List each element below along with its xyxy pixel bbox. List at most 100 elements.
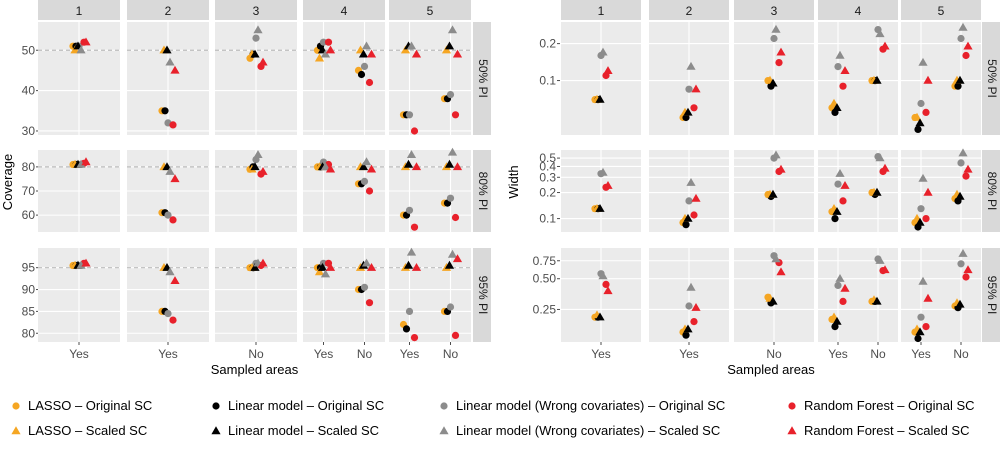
width-point-linear-scaled xyxy=(955,299,965,308)
coverage-point-linear_wrong-scaled xyxy=(165,267,175,276)
width-point-linear-original xyxy=(954,82,962,90)
coverage-point-rf-original xyxy=(451,213,460,222)
width-col-strip xyxy=(818,0,898,20)
width-point-lasso-scaled xyxy=(912,112,922,121)
coverage-point-linear_wrong-scaled xyxy=(320,269,331,278)
coverage-panel xyxy=(303,150,385,232)
coverage-y-tick-label: 90 xyxy=(22,283,36,297)
coverage-panel-bg xyxy=(389,22,471,135)
coverage-y-tick-label: 85 xyxy=(22,304,36,318)
width-point-rf-original xyxy=(839,82,847,90)
width-point-linear_wrong-scaled xyxy=(958,249,968,257)
coverage-point-rf-scaled xyxy=(452,162,463,171)
coverage-point-rf-original xyxy=(365,78,374,87)
coverage-row-strip xyxy=(473,22,491,135)
width-point-linear_wrong-original xyxy=(917,99,925,108)
width-point-rf-original xyxy=(690,104,698,112)
width-panel xyxy=(818,248,898,342)
width-y-tick-label: 0.5 xyxy=(539,151,556,165)
width-point-rf-original xyxy=(775,59,783,67)
width-point-rf-scaled xyxy=(880,163,890,172)
width-point-linear-scaled xyxy=(595,312,605,321)
coverage-point-rf-scaled xyxy=(452,254,463,263)
coverage-point-linear-scaled xyxy=(444,159,455,168)
width-chart: 1 2 3 4 5 50% PI 0.1 0.2 80% PI 0.1 0.2 0.30.40.5 95… xyxy=(506,0,1000,377)
coverage-panel xyxy=(389,147,471,232)
width-point-rf-original xyxy=(962,172,970,180)
coverage-point-linear_wrong-scaled xyxy=(406,150,417,158)
coverage-point-linear-scaled xyxy=(250,263,260,271)
width-point-linear_wrong-scaled xyxy=(686,282,696,291)
coverage-point-linear_wrong-scaled xyxy=(447,147,458,156)
coverage-point-lasso-scaled xyxy=(314,53,325,62)
width-point-rf-scaled xyxy=(963,164,973,173)
width-point-rf-scaled xyxy=(603,181,613,189)
coverage-panel xyxy=(215,22,297,135)
coverage-point-rf-original xyxy=(365,299,374,307)
legend-label: Linear model (Wrong covariates) – Origin… xyxy=(456,398,725,413)
coverage-point-rf-scaled xyxy=(325,263,336,271)
coverage-point-linear-original xyxy=(161,107,169,115)
coverage-panel xyxy=(389,22,471,135)
coverage-panel xyxy=(127,248,209,342)
coverage-point-rf-original xyxy=(169,316,177,324)
coverage-col-strip-label: 1 xyxy=(76,4,83,18)
coverage-x-tick-label: Yes xyxy=(400,347,420,361)
legend-key-linear_wrong-scaled xyxy=(439,426,449,435)
width-point-linear-scaled xyxy=(915,217,925,226)
coverage-point-rf-scaled xyxy=(366,164,377,173)
width-point-rf-scaled xyxy=(880,265,890,274)
legend-label: LASSO – Original SC xyxy=(28,398,152,413)
coverage-y-tick-label: 30 xyxy=(22,124,36,138)
coverage-x-tick-label: No xyxy=(248,347,264,361)
width-x-tick-label: No xyxy=(766,347,782,361)
width-point-linear-scaled xyxy=(595,204,605,212)
coverage-point-linear_wrong-scaled xyxy=(320,162,331,171)
width-col-strip-label: 5 xyxy=(938,4,945,18)
coverage-point-linear_wrong-scaled xyxy=(76,260,86,269)
legend-label: Random Forest – Scaled SC xyxy=(804,423,969,438)
width-point-linear_wrong-original xyxy=(685,85,693,93)
coverage-point-linear_wrong-original xyxy=(252,34,260,42)
coverage-y-tick-label: 70 xyxy=(22,184,36,198)
coverage-row-strip xyxy=(473,150,491,232)
coverage-point-rf-scaled xyxy=(452,49,463,58)
coverage-point-linear-original xyxy=(357,70,366,79)
width-point-rf-original xyxy=(922,108,930,116)
width-x-tick-label: Yes xyxy=(591,347,611,361)
width-point-rf-scaled xyxy=(963,41,973,50)
width-point-linear_wrong-scaled xyxy=(918,276,928,285)
width-col-strip xyxy=(734,0,814,20)
coverage-point-rf-original xyxy=(410,223,419,231)
coverage-point-linear_wrong-scaled xyxy=(361,258,372,267)
width-row-strip xyxy=(982,22,1000,135)
width-x-tick-label: No xyxy=(870,347,886,361)
width-panel-bg xyxy=(901,248,981,342)
coverage-point-linear_wrong-original xyxy=(360,62,369,70)
coverage-col-strip-label: 3 xyxy=(253,4,260,18)
coverage-panel xyxy=(38,22,120,135)
width-point-rf-scaled xyxy=(840,283,850,292)
coverage-y-tick-label: 95 xyxy=(22,261,36,275)
width-point-linear-original xyxy=(914,334,922,343)
width-point-linear_wrong-scaled xyxy=(918,173,928,182)
width-point-linear_wrong-scaled xyxy=(598,47,608,56)
width-point-linear_wrong-original xyxy=(685,197,693,205)
coverage-col-strip xyxy=(127,0,209,20)
width-point-linear_wrong-scaled xyxy=(771,150,781,159)
width-x-tick-label: No xyxy=(953,347,969,361)
width-panel xyxy=(818,22,898,135)
coverage-x-tick-label: Yes xyxy=(69,347,89,361)
coverage-point-rf-scaled xyxy=(81,37,91,46)
width-col-strip-label: 2 xyxy=(686,4,693,18)
width-point-linear-scaled xyxy=(768,78,778,87)
coverage-point-linear_wrong-original xyxy=(446,194,455,202)
width-point-linear-original xyxy=(914,125,922,133)
width-panel xyxy=(901,248,981,343)
coverage-point-linear_wrong-scaled xyxy=(406,247,417,256)
width-point-rf-scaled xyxy=(603,66,613,74)
width-point-linear-scaled xyxy=(832,103,842,111)
coverage-x-tick-label: No xyxy=(357,347,373,361)
width-x-axis-title: Sampled areas xyxy=(727,362,815,377)
width-point-linear-scaled xyxy=(683,107,693,116)
